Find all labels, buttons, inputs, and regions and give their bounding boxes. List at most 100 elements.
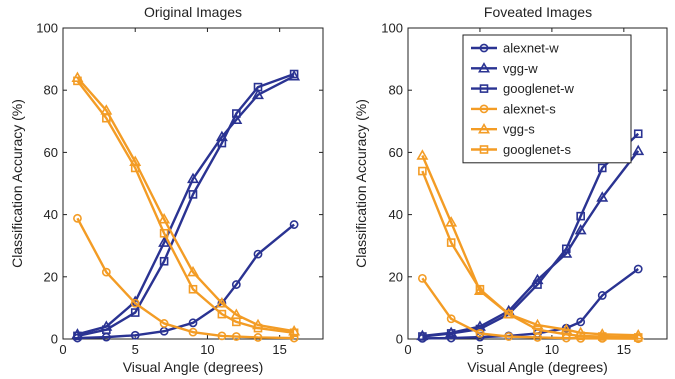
original-vgg-s-point [158,213,171,224]
foveated-alexnet-s-point [417,273,427,283]
original-ytick-label: 40 [44,207,58,222]
original-ytick-label: 20 [44,269,58,284]
original-alexnet-w-point [231,280,241,289]
original-y-axis-label: Classification Accuracy (%) [9,99,25,268]
original-vgg-w-point [158,236,171,247]
foveated-googlenet-s-point [561,330,571,339]
foveated-ytick-label: 100 [381,21,403,36]
original-alexnet-s-point [253,333,263,342]
foveated-x-axis-label: Visual Angle (degrees) [467,359,608,375]
legend-label-googlenet-w: googlenet-w [503,81,574,96]
foveated-googlenet-s-line [421,170,639,339]
original-vgg-s-point [187,265,199,277]
original-googlenet-s-point [159,228,169,238]
original-googlenet-s-point [102,113,111,123]
foveated-alexnet-w-point [576,317,586,327]
foveated-googlenet-w-point [561,244,571,254]
original-googlenet-w-point [130,308,140,317]
foveated-alexnet-s-line [421,277,639,340]
foveated-alexnet-s-point [446,314,456,324]
original-alexnet-s-point [73,213,82,223]
foveated-googlenet-s-point [597,332,607,341]
legend-label-alexnet-w: alexnet-w [503,41,559,56]
original-googlenet-w-point [232,109,241,118]
foveated-ytick-label: 0 [396,332,403,347]
original-alexnet-s-point [159,319,169,328]
original-alexnet-w-point [253,249,263,259]
original-googlenet-w-point [253,82,263,92]
legend-marker-alexnet-w [479,43,489,53]
foveated-series-googlenet-s [418,166,643,342]
original-ytick-label: 0 [51,332,58,347]
legend-box [462,34,632,164]
original-vgg-w-point [187,172,199,184]
original-chart: 0 20 40 60 80 100 0 5 10 15 Original Images Visual … [9,4,324,375]
legend-label-googlenet-s: googlenet-s [503,142,571,157]
original-alexnet-s-line [76,217,295,340]
foveated-ytick-label: 40 [389,207,403,222]
legend-label-vgg-s: vgg-s [503,122,535,137]
original-googlenet-w-point [159,256,169,266]
foveated-ytick-label: 20 [389,269,403,284]
foveated-ytick-label: 60 [389,145,403,160]
original-googlenet-s-point [232,317,241,327]
foveated-googlenet-s-point [475,284,485,294]
foveated-y-axis-label: Classification Accuracy (%) [353,99,369,268]
original-series-googlenet-w [73,69,299,341]
original-ytick-label: 80 [44,83,58,98]
original-alexnet-w-point [130,330,140,340]
foveated-xtick-label: 15 [617,342,631,357]
legend-marker-googlenet-s [479,145,489,154]
original-vgg-w-point [252,88,264,100]
original-googlenet-w-point [73,331,82,341]
original-googlenet-s-point [253,323,263,333]
foveated-vgg-s-point [416,149,429,160]
original-vgg-s-point [100,104,113,115]
original-ytick-label: 100 [36,21,58,36]
foveated-vgg-s-line [421,155,639,337]
foveated-chart-title: Foveated Images [484,4,592,20]
foveated-vgg-w-point [632,144,645,156]
legend-marker-vgg-s [478,122,490,134]
original-alexnet-s-point [130,298,140,308]
foveated-vgg-w-line [422,150,640,338]
original-vgg-s-point [215,297,228,308]
foveated-googlenet-s-point [504,309,514,319]
foveated-googlenet-w-point [446,329,456,338]
foveated-googlenet-w-point [633,129,643,139]
foveated-vgg-w-point [574,223,587,235]
foveated-xtick-label: 10 [545,342,559,357]
original-googlenet-s-line [76,80,295,334]
foveated-vgg-s-point [445,216,458,227]
original-chart-title: Original Images [144,4,242,20]
original-ytick-label: 60 [44,145,58,160]
original-alexnet-w-point [188,318,198,328]
foveated-alexnet-w-line [422,268,639,340]
foveated-xtick-label: 5 [476,342,483,357]
foveated-chart: 0 20 40 60 80 100 0 5 10 15 Foveated Images Visual … [353,4,668,375]
original-googlenet-w-point [217,138,227,148]
legend: alexnet-w vgg-w googlenet-w alexnet-s vgg-s g… [462,34,632,164]
foveated-googlenet-s-point [533,325,542,334]
original-vgg-w-line [77,75,295,336]
foveated-plot-frame [407,27,668,340]
legend-label-alexnet-s: alexnet-s [503,101,556,116]
original-googlenet-w-point [289,69,299,79]
original-xtick-label: 0 [59,342,66,357]
legend-marker-vgg-w [478,62,490,73]
foveated-googlenet-w-point [533,280,542,289]
legend-marker-alexnet-s [479,104,489,114]
foveated-alexnet-w-point [633,264,643,274]
foveated-googlenet-s-point [446,238,456,247]
original-alexnet-w-line [77,223,295,340]
foveated-alexnet-s-point [475,329,485,338]
original-xtick-label: 5 [132,342,139,357]
legend-marker-googlenet-w [479,84,489,93]
original-x-axis-label: Visual Angle (degrees) [123,359,264,375]
foveated-googlenet-s-point [576,331,585,341]
foveated-googlenet-w-point [597,163,607,173]
original-series-vgg-s [71,71,301,336]
foveated-xtick-label: 0 [404,342,411,357]
foveated-googlenet-s-point [633,333,643,342]
